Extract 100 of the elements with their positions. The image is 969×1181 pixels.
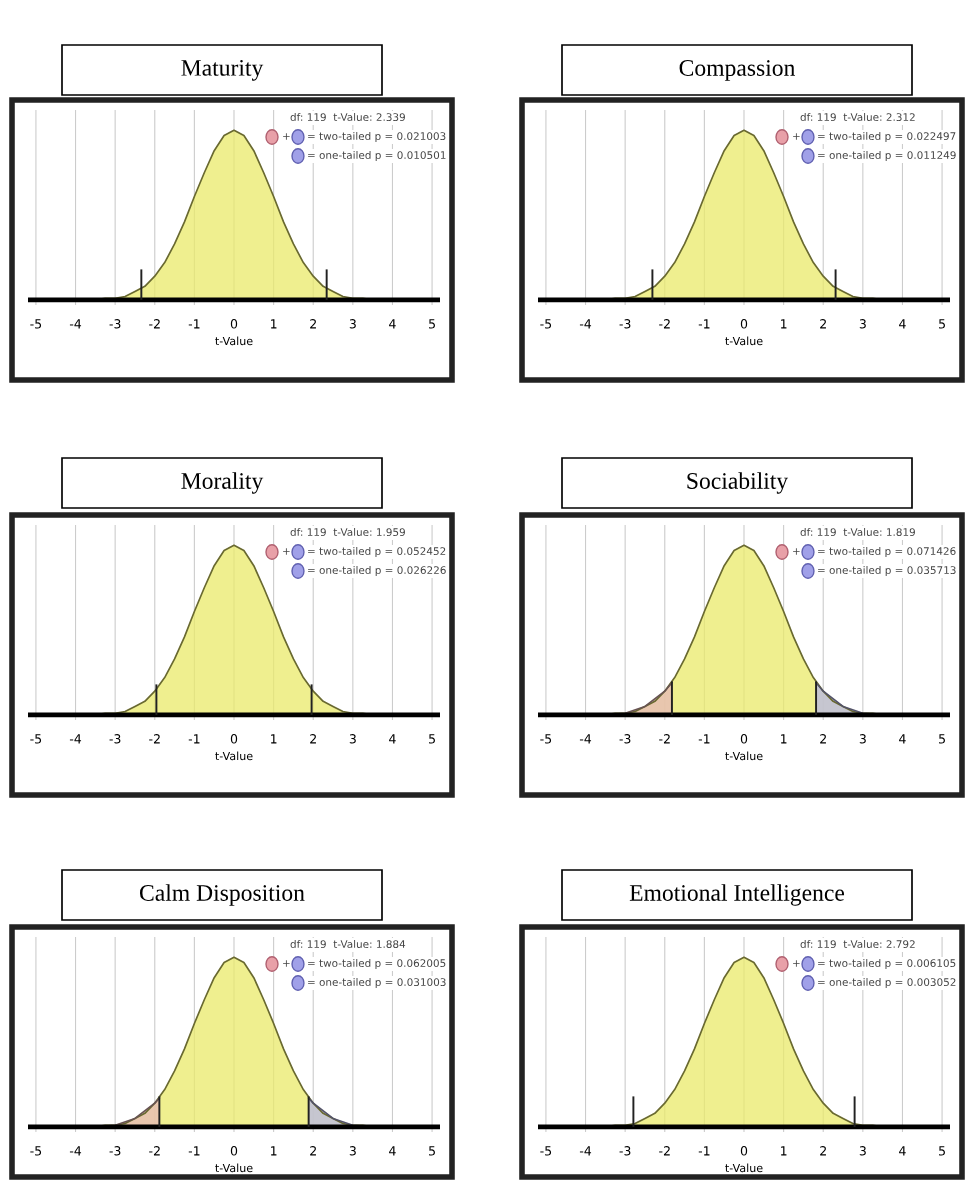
text: df: 119 t-Value: 2.312 — [800, 112, 915, 122]
x-axis-title: t-Value — [215, 336, 253, 346]
annotation: = two-tailed p = 0.006105 — [818, 958, 956, 970]
x-tick-label: 4 — [899, 319, 906, 329]
annotation: = one-tailed p = 0.035713 — [818, 565, 956, 577]
annotation: = two-tailed p = 0.071426 — [818, 546, 956, 558]
chart-title: Emotional Intelligence — [629, 884, 845, 906]
x-tick-label: 3 — [349, 734, 356, 744]
chart-title: Compassion — [679, 60, 796, 81]
annotation: + — [283, 548, 290, 555]
text: df: 119 t-Value: 2.339 — [290, 112, 405, 122]
x-tick-label: 2 — [310, 319, 316, 329]
x-tick-label: 1 — [271, 319, 277, 329]
x-tick-label: 2 — [820, 319, 826, 329]
x-tick-label: 2 — [820, 734, 826, 744]
x-tick-label: 4 — [389, 734, 396, 744]
x-tick-label: -5 — [30, 1146, 42, 1156]
x-tick-label: 3 — [349, 1146, 356, 1156]
annotation: = two-tailed p = 0.052452 — [308, 546, 446, 558]
annotation: + — [793, 133, 800, 140]
x-tick-label: -2 — [659, 1146, 670, 1156]
x-tick-label: -1 — [188, 319, 200, 329]
annotation: = one-tailed p = 0.011249 — [818, 150, 956, 162]
x-tick-label: -5 — [540, 1146, 552, 1156]
annotation: = two-tailed p = 0.022497 — [818, 131, 956, 143]
x-tick-label: 1 — [271, 1146, 277, 1156]
x-tick-label: 4 — [389, 1146, 396, 1156]
x-tick-label: 0 — [230, 319, 238, 329]
x-tick-label: 0 — [740, 734, 748, 744]
text: df: 119 t-Value: 1.884 — [290, 939, 406, 949]
x-tick-label: -2 — [659, 319, 670, 329]
annotation: = two-tailed p = 0.062005 — [308, 958, 446, 970]
x-tick-label: -4 — [69, 319, 82, 329]
x-tick-label: 5 — [429, 734, 435, 744]
x-tick-label: 5 — [939, 319, 945, 329]
x-tick-label: 5 — [429, 1146, 435, 1156]
text: df: 119 t-Value: 1.959 — [290, 527, 405, 537]
x-tick-label: -3 — [619, 319, 631, 329]
text: df: 119 t-Value: 1.819 — [800, 527, 915, 537]
x-tick-label: -2 — [659, 734, 670, 744]
x-tick-label: -3 — [109, 1146, 121, 1156]
annotation: + — [793, 548, 800, 555]
x-axis-title: t-Value — [215, 751, 253, 761]
x-tick-label: -4 — [69, 734, 82, 744]
x-axis-title: t-Value — [725, 336, 763, 346]
x-tick-label: -1 — [698, 734, 710, 744]
x-tick-label: -3 — [619, 734, 631, 744]
x-tick-label: -2 — [149, 319, 160, 329]
annotation: = one-tailed p = 0.031003 — [308, 977, 446, 989]
x-tick-label: -3 — [109, 319, 121, 329]
annotation: + — [283, 960, 290, 967]
x-tick-label: 2 — [820, 1146, 826, 1156]
x-tick-label: 3 — [859, 1146, 866, 1156]
x-tick-label: 0 — [740, 1146, 748, 1156]
annotation: = one-tailed p = 0.026226 — [308, 565, 446, 577]
x-tick-label: -3 — [619, 1146, 631, 1156]
x-tick-label: 3 — [859, 319, 866, 329]
x-tick-label: -4 — [579, 319, 592, 329]
x-tick-label: -4 — [579, 1146, 592, 1156]
x-tick-label: 4 — [899, 1146, 906, 1156]
x-tick-label: 0 — [230, 1146, 238, 1156]
chart-title: Sociability — [687, 472, 789, 494]
annotation: = one-tailed p = 0.010501 — [308, 150, 446, 162]
x-tick-label: 1 — [781, 319, 787, 329]
x-tick-label: 0 — [230, 734, 238, 744]
x-tick-label: -1 — [698, 1146, 710, 1156]
x-tick-label: 1 — [781, 1146, 787, 1156]
annotation: = one-tailed p = 0.003052 — [818, 977, 956, 989]
annotation: = two-tailed p = 0.021003 — [308, 131, 446, 143]
annotation: + — [793, 960, 800, 967]
x-tick-label: -3 — [109, 734, 121, 744]
text: df: 119 t-Value: 2.792 — [800, 939, 915, 949]
x-tick-label: -1 — [188, 734, 200, 744]
x-tick-label: -5 — [30, 319, 42, 329]
x-tick-label: 5 — [939, 734, 945, 744]
x-axis-title: t-Value — [725, 1163, 763, 1173]
x-tick-label: 5 — [429, 319, 435, 329]
x-tick-label: 4 — [899, 734, 906, 744]
x-axis-title: t-Value — [725, 751, 763, 761]
x-axis-title: t-Value — [215, 1163, 253, 1173]
x-tick-label: -2 — [149, 1146, 160, 1156]
x-tick-label: -2 — [149, 734, 160, 744]
x-tick-label: 5 — [939, 1146, 945, 1156]
chart-title: Calm Disposition — [140, 884, 305, 906]
chart-title: Maturity — [181, 59, 264, 81]
x-tick-label: 3 — [349, 319, 356, 329]
x-tick-label: -5 — [540, 319, 552, 329]
annotation: + — [283, 133, 290, 140]
x-tick-label: 1 — [781, 734, 787, 744]
x-tick-label: -1 — [698, 319, 710, 329]
x-tick-label: 1 — [271, 734, 277, 744]
x-tick-label: -5 — [540, 734, 552, 744]
x-tick-label: 0 — [740, 319, 748, 329]
x-tick-label: -4 — [579, 734, 592, 744]
chart-title: Morality — [181, 472, 264, 494]
x-tick-label: 4 — [389, 319, 396, 329]
x-tick-label: 2 — [310, 1146, 316, 1156]
x-tick-label: -1 — [188, 1146, 200, 1156]
x-tick-label: -4 — [69, 1146, 82, 1156]
x-tick-label: 2 — [310, 734, 316, 744]
